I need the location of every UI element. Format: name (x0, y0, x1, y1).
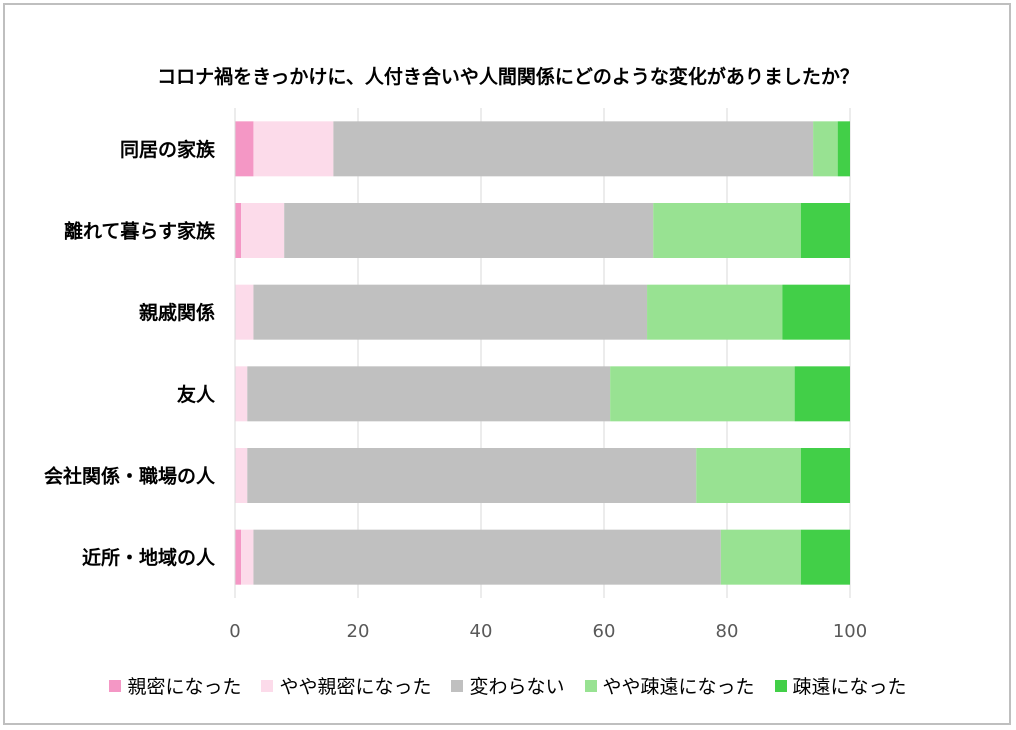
bar-segment (235, 121, 254, 177)
legend-label: 親密になった (127, 676, 242, 698)
bar-segment (235, 529, 242, 585)
legend-label: 変わらない (469, 676, 565, 698)
category-label: 会社関係・職場の人 (44, 465, 216, 488)
bar-segment (241, 529, 254, 585)
bar-segment (253, 529, 721, 585)
bar-segment (800, 448, 850, 503)
x-tick-label: 40 (470, 621, 493, 642)
bar-segment (610, 366, 795, 422)
chart-title: コロナ禍をきっかけに、人付き合いや人間関係にどのような変化がありましたか？ (157, 66, 859, 88)
bar-segment (235, 366, 248, 422)
bar-segment (813, 121, 838, 177)
bar-segment (247, 448, 697, 503)
bar-segment (247, 366, 611, 422)
legend-label: 疎遠になった (792, 676, 907, 698)
legend-swatch (451, 679, 464, 692)
bar-segment (253, 121, 334, 177)
legend-item: やや親密になった (261, 672, 431, 699)
bar-segment (794, 366, 850, 422)
bar-segment (800, 203, 850, 258)
bar-segment (782, 284, 850, 340)
legend-swatch (261, 679, 274, 692)
x-tick-label: 0 (229, 621, 240, 642)
chart-legend: 親密になった やや親密になった 変わらない やや疎遠になった 疎遠になった (0, 672, 1016, 699)
bar-segment (647, 284, 783, 340)
bar-segment (720, 529, 801, 585)
bar-segment (241, 203, 285, 258)
x-tick-label: 80 (716, 621, 739, 642)
x-tick-label: 100 (833, 621, 867, 642)
legend-label: やや親密になった (279, 676, 432, 698)
bar-segment (235, 448, 248, 503)
bar-segment (800, 529, 850, 585)
category-label: 離れて暮らす家族 (64, 220, 216, 243)
bar-segment (284, 203, 654, 258)
x-tick-label: 20 (347, 621, 370, 642)
legend-item: 変わらない (451, 672, 565, 699)
legend-swatch (584, 679, 597, 692)
bar-segment (653, 203, 801, 258)
legend-item: やや疎遠になった (584, 672, 755, 699)
category-label: 友人 (177, 383, 216, 406)
legend-swatch (774, 679, 787, 692)
bar-segment (235, 284, 254, 340)
category-label: 同居の家族 (120, 138, 216, 161)
legend-item: 親密になった (109, 672, 241, 699)
bar-segment (696, 448, 801, 503)
legend-label: やや疎遠になった (602, 676, 755, 698)
bar-segment (837, 121, 850, 177)
bar-segment (333, 121, 814, 177)
legend-swatch (109, 679, 122, 692)
bar-segment (235, 203, 242, 258)
x-tick-label: 60 (593, 621, 616, 642)
legend-item: 疎遠になった (774, 672, 907, 699)
category-label: 近所・地域の人 (82, 546, 216, 569)
bar-segment (253, 284, 648, 340)
category-label: 親戚関係 (139, 301, 215, 324)
